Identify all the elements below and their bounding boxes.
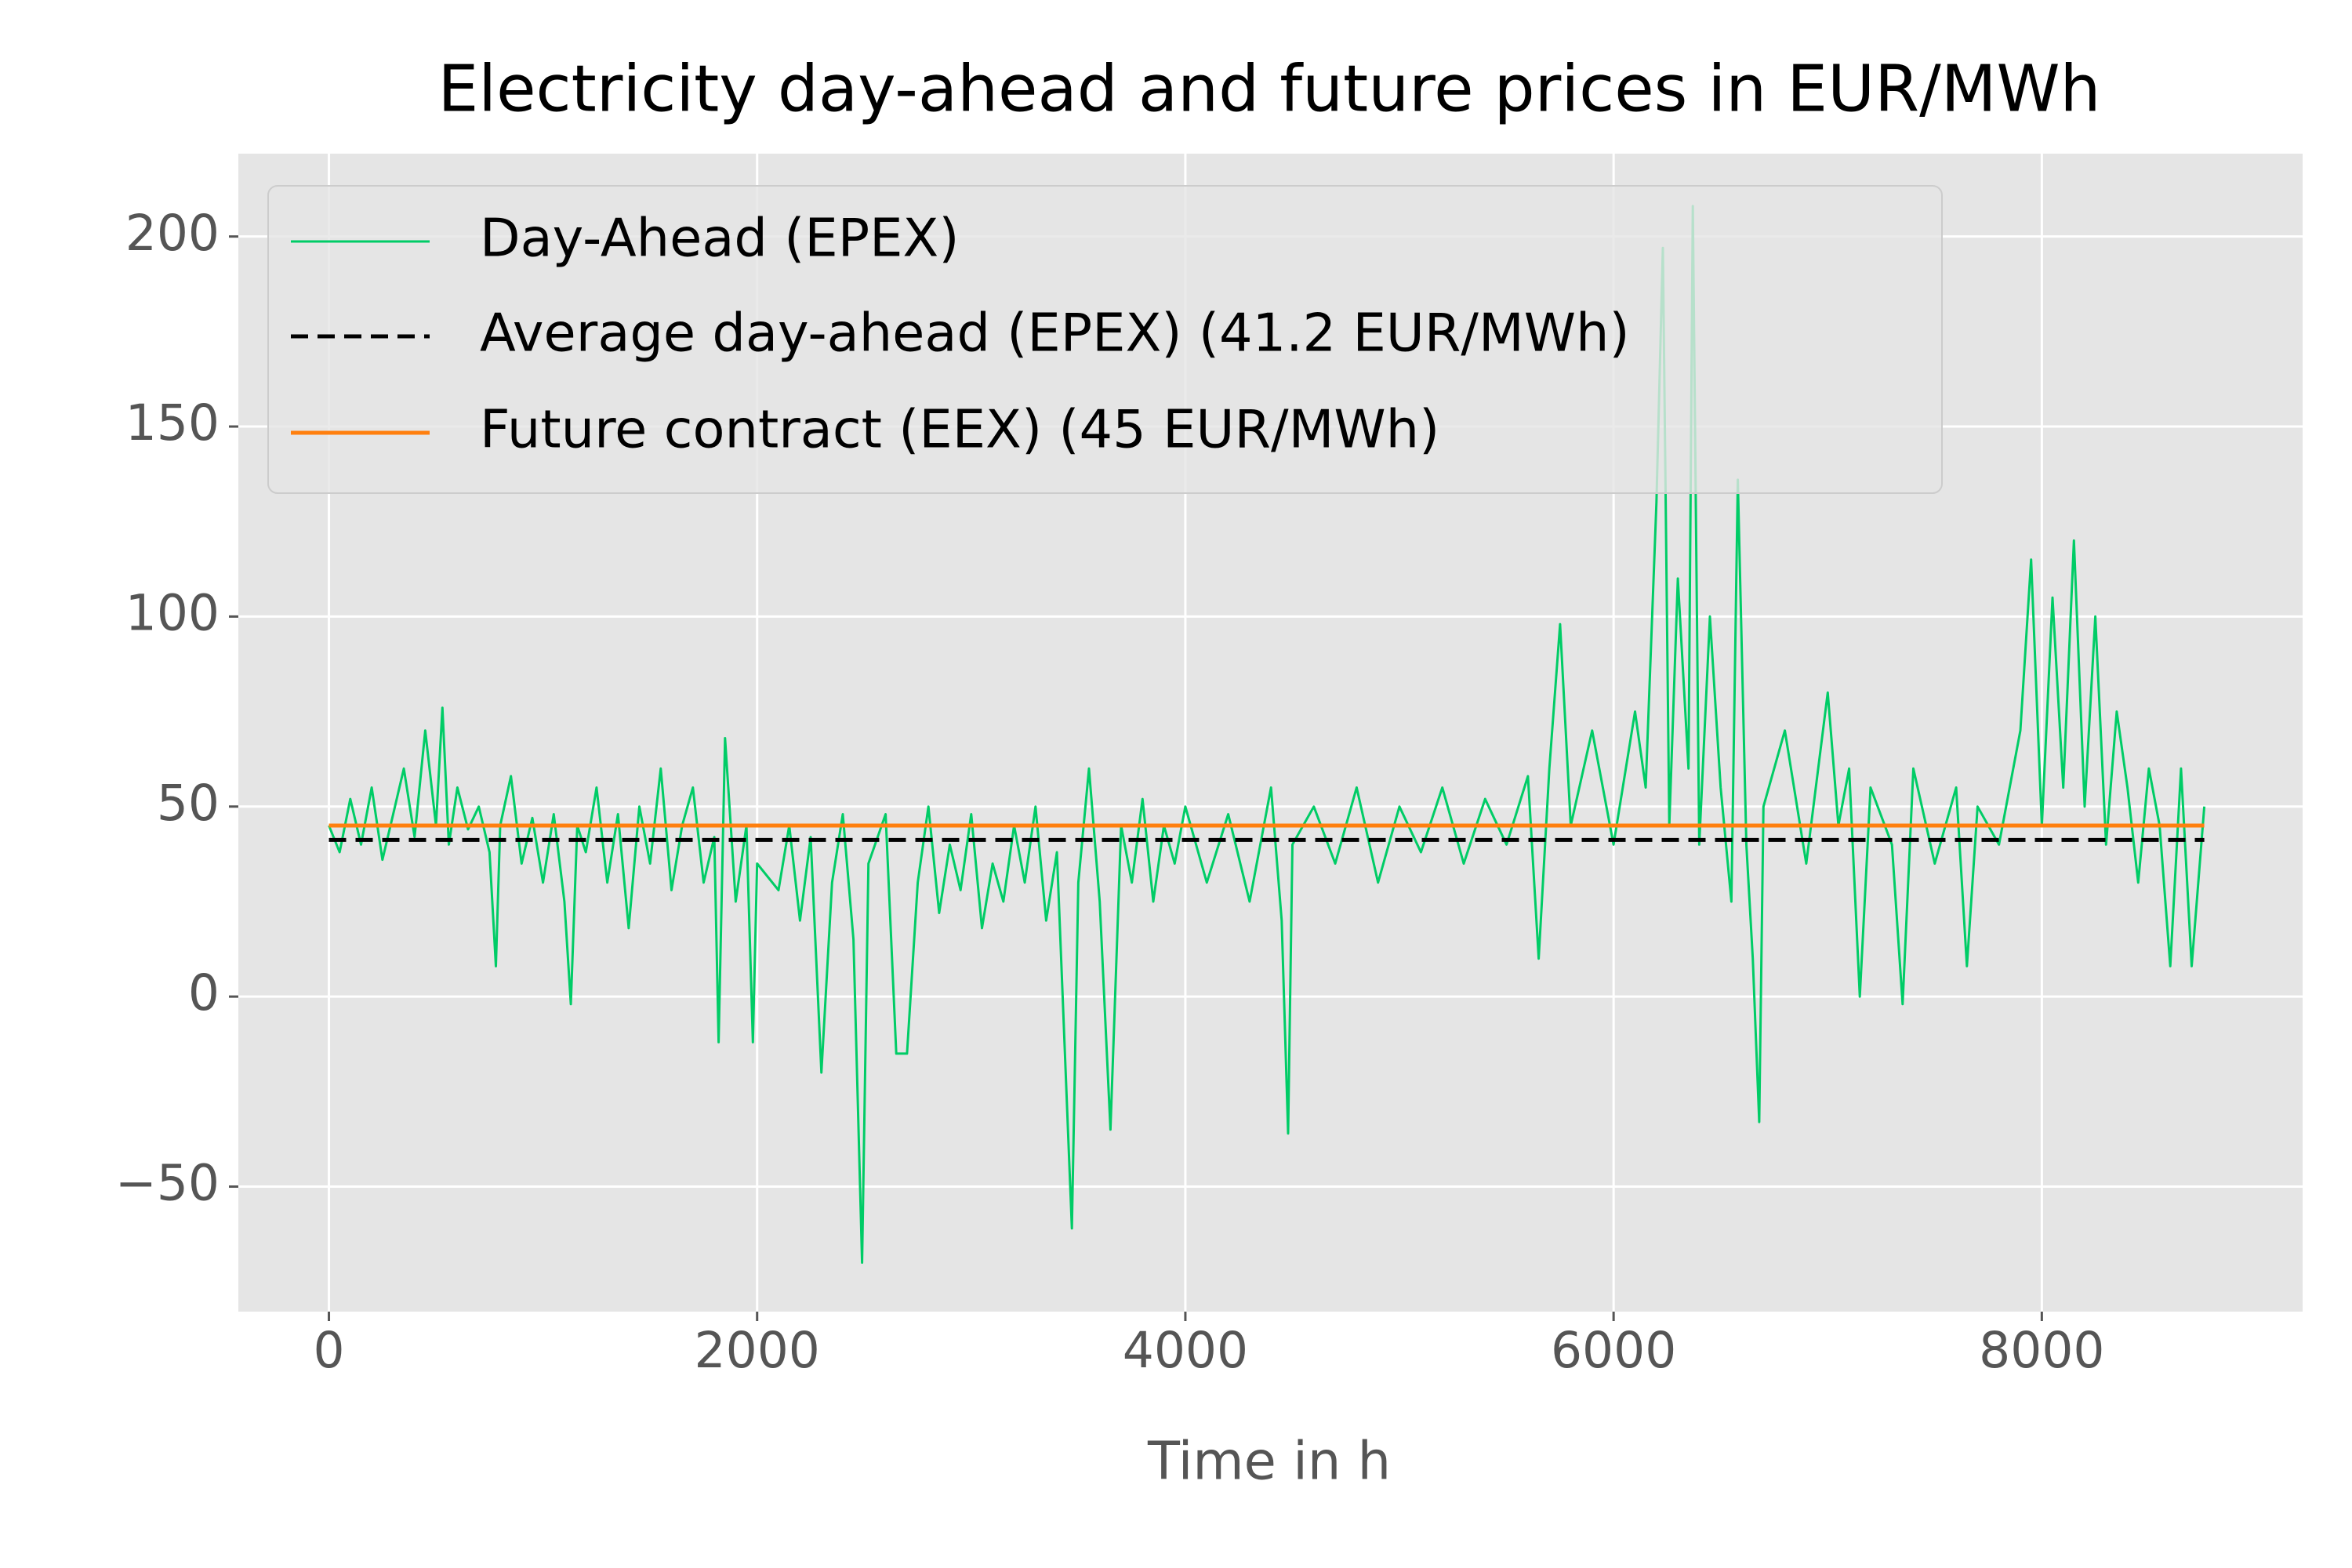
x-tick-label: 8000 (1979, 1322, 2104, 1379)
legend-label: Future contract (EEX) (45 EUR/MWh) (480, 399, 1439, 460)
y-tick-label: 200 (125, 205, 220, 262)
y-tick-label: −50 (115, 1155, 220, 1212)
lines (328, 205, 2206, 1264)
axes: 0 2000 4000 6000 8000 −50 0 50 100 150 200 (115, 205, 2104, 1379)
legend-label: Average day-ahead (EPEX) (41.2 EUR/MWh) (480, 303, 1630, 364)
legend: Day-Ahead (EPEX) Average day-ahead (EPEX)… (267, 185, 1943, 494)
x-tick-label: 4000 (1123, 1322, 1248, 1379)
legend-box (267, 185, 1943, 494)
y-tick-label: 100 (125, 584, 220, 641)
legend-label: Day-Ahead (EPEX) (480, 208, 959, 269)
x-tick-label: 6000 (1551, 1322, 1676, 1379)
y-tick-label: 150 (125, 394, 220, 452)
chart-title: Electricity day-ahead and future prices … (437, 52, 2100, 126)
y-tick-label: 50 (157, 775, 220, 832)
y-tick-label: 0 (188, 964, 220, 1022)
x-axis-label: Time in h (1147, 1431, 1391, 1492)
x-tick-label: 0 (313, 1322, 344, 1379)
series-line (328, 205, 2206, 1264)
x-tick-label: 2000 (695, 1322, 820, 1379)
